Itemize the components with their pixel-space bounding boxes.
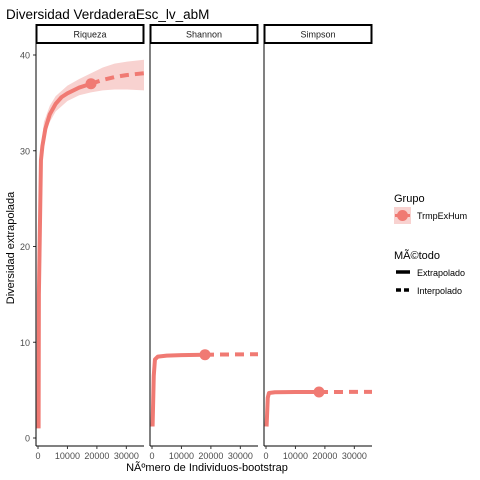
facet-strip-label: Riqueza xyxy=(73,30,106,40)
legend: Grupo TrmpExHum MÃ©todo Extrapolado Inte… xyxy=(394,193,467,296)
facet-strip xyxy=(263,24,373,44)
series-line-dashed xyxy=(90,71,145,86)
x-tick-label: 0 xyxy=(263,451,268,461)
legend-group-title: Grupo xyxy=(394,193,425,205)
x-tick-label: 30000 xyxy=(114,451,139,461)
panel-riqueza: Riqueza 0 10000 20000 30000 xyxy=(35,24,145,461)
x-axis-label: NÃºmero de Individuos-bootstrap xyxy=(126,461,288,474)
series-line-solid xyxy=(36,81,92,429)
legend-group-item: TrmpExHum xyxy=(417,211,467,221)
x-tick-label: 0 xyxy=(149,451,154,461)
panel-shannon: Shannon 0 10000 20000 30000 xyxy=(149,24,259,461)
x-tick-label: 0 xyxy=(35,451,40,461)
series-line-solid xyxy=(264,390,319,427)
y-axis-label: Diversidad extrapolada xyxy=(5,191,17,304)
x-tick-label: 30000 xyxy=(342,451,367,461)
observed-point xyxy=(313,386,325,398)
y-tick-label: 40 xyxy=(20,51,30,61)
chart-title: Diversidad VerdaderaEsc_lv_abM xyxy=(6,7,209,22)
x-tick-label: 20000 xyxy=(312,451,337,461)
y-tick-label: 30 xyxy=(20,146,30,156)
y-tick-label: 20 xyxy=(20,242,30,252)
legend-method-title: MÃ©todo xyxy=(394,249,440,262)
y-tick-label: 10 xyxy=(20,338,30,348)
panels-group: 0 10 20 30 40 Riqueza 0 10000 20000 30000 Shannon 0… xyxy=(20,24,373,461)
confidence-band xyxy=(40,59,144,165)
observed-point xyxy=(85,78,97,90)
legend-group-key-point xyxy=(397,210,408,221)
legend-method-item-interpolado: Interpolado xyxy=(417,286,462,296)
x-tick-label: 10000 xyxy=(55,451,80,461)
facet-strip xyxy=(149,24,259,44)
panel-simpson: Simpson 0 10000 20000 30000 xyxy=(263,24,373,461)
x-tick-label: 10000 xyxy=(169,451,194,461)
y-tick-label: 0 xyxy=(25,434,30,444)
facet-strip-label: Simpson xyxy=(300,30,335,40)
facet-strip xyxy=(35,24,145,44)
observed-point xyxy=(199,349,211,361)
legend-method-item-extrapolado: Extrapolado xyxy=(417,268,465,278)
x-tick-label: 20000 xyxy=(198,451,223,461)
x-tick-label: 30000 xyxy=(228,451,253,461)
x-tick-label: 20000 xyxy=(84,451,109,461)
series-line-solid xyxy=(150,352,206,427)
facet-strip-label: Shannon xyxy=(186,30,222,40)
x-tick-label: 10000 xyxy=(283,451,308,461)
